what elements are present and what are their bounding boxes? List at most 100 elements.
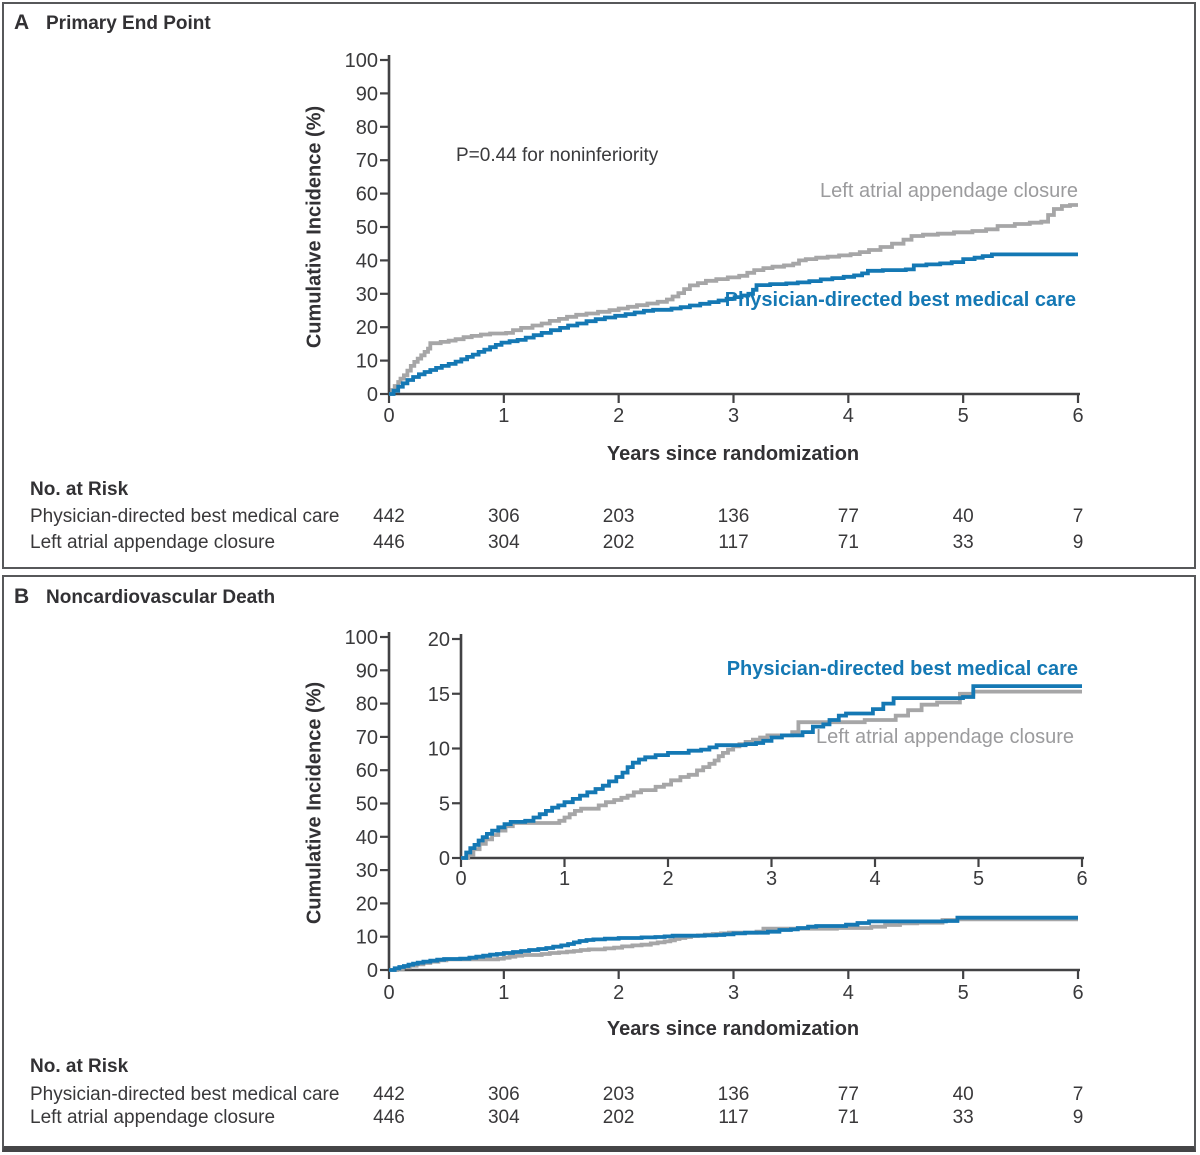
- y-tick-label: 80: [356, 694, 378, 716]
- panel-b-frame: [2, 575, 1196, 1152]
- panel-a-risk-header: No. at Risk: [30, 479, 129, 500]
- series-gray-curve: [461, 689, 1082, 860]
- x-tick-label: 3: [728, 405, 739, 427]
- panel-b-risk-row-label-medical: Physician-directed best medical care: [30, 1084, 340, 1105]
- risk-value: 33: [952, 532, 974, 553]
- risk-value: 442: [373, 506, 405, 527]
- x-tick-label: 6: [1072, 405, 1083, 427]
- panel-a-risk-row-label-medical: Physician-directed best medical care: [30, 506, 340, 527]
- y-tick-label: 5: [439, 793, 450, 815]
- series-blue-curve: [389, 915, 1078, 972]
- panel-a-x-axis-label: Years since randomization: [606, 443, 860, 465]
- y-tick-label: 50: [356, 794, 378, 816]
- y-tick-label: 50: [356, 217, 378, 239]
- risk-value: 117: [718, 532, 749, 553]
- x-tick-label: 4: [869, 868, 880, 890]
- x-tick-label: 5: [958, 982, 969, 1004]
- x-tick-label: 1: [559, 868, 570, 890]
- y-tick-label: 0: [439, 848, 450, 870]
- x-tick-label: 2: [613, 405, 624, 427]
- x-tick-label: 2: [662, 868, 673, 890]
- panel-b-laac-series-label: Left atrial appendage closure: [816, 726, 1074, 748]
- y-tick-label: 0: [367, 960, 378, 982]
- panel-a-main-series: [389, 203, 1078, 396]
- risk-value: 446: [373, 1107, 405, 1128]
- x-tick-label: 0: [383, 405, 394, 427]
- series-gray-curve: [389, 917, 1078, 972]
- risk-value: 202: [602, 1107, 635, 1128]
- panel-b-inset-series: [461, 684, 1082, 860]
- series-blue-curve: [461, 684, 1082, 860]
- y-tick-label: 60: [356, 184, 378, 206]
- risk-value: 71: [837, 1107, 859, 1128]
- risk-value: 40: [952, 506, 974, 527]
- y-tick-label: 70: [356, 150, 378, 172]
- risk-value: 306: [487, 506, 520, 527]
- risk-value: 117: [718, 1107, 749, 1128]
- risk-value: 306: [487, 1084, 520, 1105]
- risk-value: 203: [602, 1084, 635, 1105]
- panel-a-letter: A: [14, 11, 30, 34]
- y-tick-label: 10: [356, 351, 378, 373]
- risk-value: 7: [1072, 506, 1084, 527]
- x-tick-label: 1: [498, 982, 509, 1004]
- y-tick-label: 90: [356, 660, 378, 682]
- y-tick-label: 10: [356, 927, 378, 949]
- y-tick-label: 10: [428, 739, 450, 761]
- panel-a-main-axes: 0 10 20 30 40 50 60 70 80 90 100 0 1 2 3 4 5 6: [345, 50, 1084, 427]
- risk-value: 136: [717, 1084, 750, 1105]
- y-tick-label: 15: [428, 684, 450, 706]
- panel-a-title: Primary End Point: [46, 13, 211, 34]
- y-tick-label: 20: [428, 629, 450, 651]
- y-tick-label: 100: [345, 627, 378, 649]
- series-blue-curve: [389, 252, 1078, 396]
- panel-a-risk-row-label-laac: Left atrial appendage closure: [30, 532, 276, 553]
- y-tick-label: 30: [356, 284, 378, 306]
- x-tick-label: 1: [498, 405, 509, 427]
- risk-value: 71: [837, 532, 859, 553]
- y-tick-label: 100: [345, 50, 378, 72]
- risk-value: 442: [373, 1084, 405, 1105]
- x-tick-label: 3: [766, 868, 777, 890]
- x-tick-label: 5: [958, 405, 969, 427]
- x-tick-label: 5: [973, 868, 984, 890]
- panel-b-y-axis-label: Cumulative Incidence (%): [303, 681, 326, 925]
- x-tick-label: 4: [843, 982, 854, 1004]
- x-tick-label: 0: [455, 868, 466, 890]
- panel-a-y-axis-label: Cumulative Incidence (%): [303, 105, 326, 349]
- x-tick-label: 4: [843, 405, 854, 427]
- y-tick-label: 80: [356, 117, 378, 139]
- x-tick-label: 0: [383, 982, 394, 1004]
- risk-value: 9: [1072, 1107, 1084, 1128]
- risk-value: 446: [373, 532, 405, 553]
- risk-value: 136: [717, 506, 750, 527]
- panel-a-laac-series-label: Left atrial appendage closure: [820, 180, 1078, 202]
- x-tick-label: 3: [728, 982, 739, 1004]
- x-tick-label: 6: [1072, 982, 1083, 1004]
- panel-b-letter: B: [14, 585, 30, 608]
- y-tick-label: 60: [356, 760, 378, 782]
- panel-b-medical-care-series-label: Physician-directed best medical care: [726, 658, 1078, 680]
- panel-a-frame: [2, 2, 1196, 569]
- risk-value: 202: [602, 532, 635, 553]
- series-gray-curve: [389, 203, 1078, 396]
- x-tick-label: 6: [1076, 868, 1087, 890]
- risk-value: 77: [837, 506, 859, 527]
- risk-value: 40: [952, 1084, 974, 1105]
- y-tick-label: 20: [356, 893, 378, 915]
- risk-value: 9: [1072, 532, 1084, 553]
- risk-value: 304: [487, 1107, 520, 1128]
- panel-b-risk-header: No. at Risk: [30, 1056, 129, 1077]
- y-tick-label: 70: [356, 727, 378, 749]
- y-tick-label: 30: [356, 860, 378, 882]
- y-tick-label: 20: [356, 317, 378, 339]
- panel-b-main-series: [389, 915, 1078, 972]
- y-tick-label: 40: [356, 827, 378, 849]
- risk-value: 7: [1072, 1084, 1084, 1105]
- panel-b-title: Noncardiovascular Death: [46, 587, 276, 608]
- panel-b-x-axis-label: Years since randomization: [606, 1018, 860, 1040]
- y-tick-label: 0: [367, 384, 378, 406]
